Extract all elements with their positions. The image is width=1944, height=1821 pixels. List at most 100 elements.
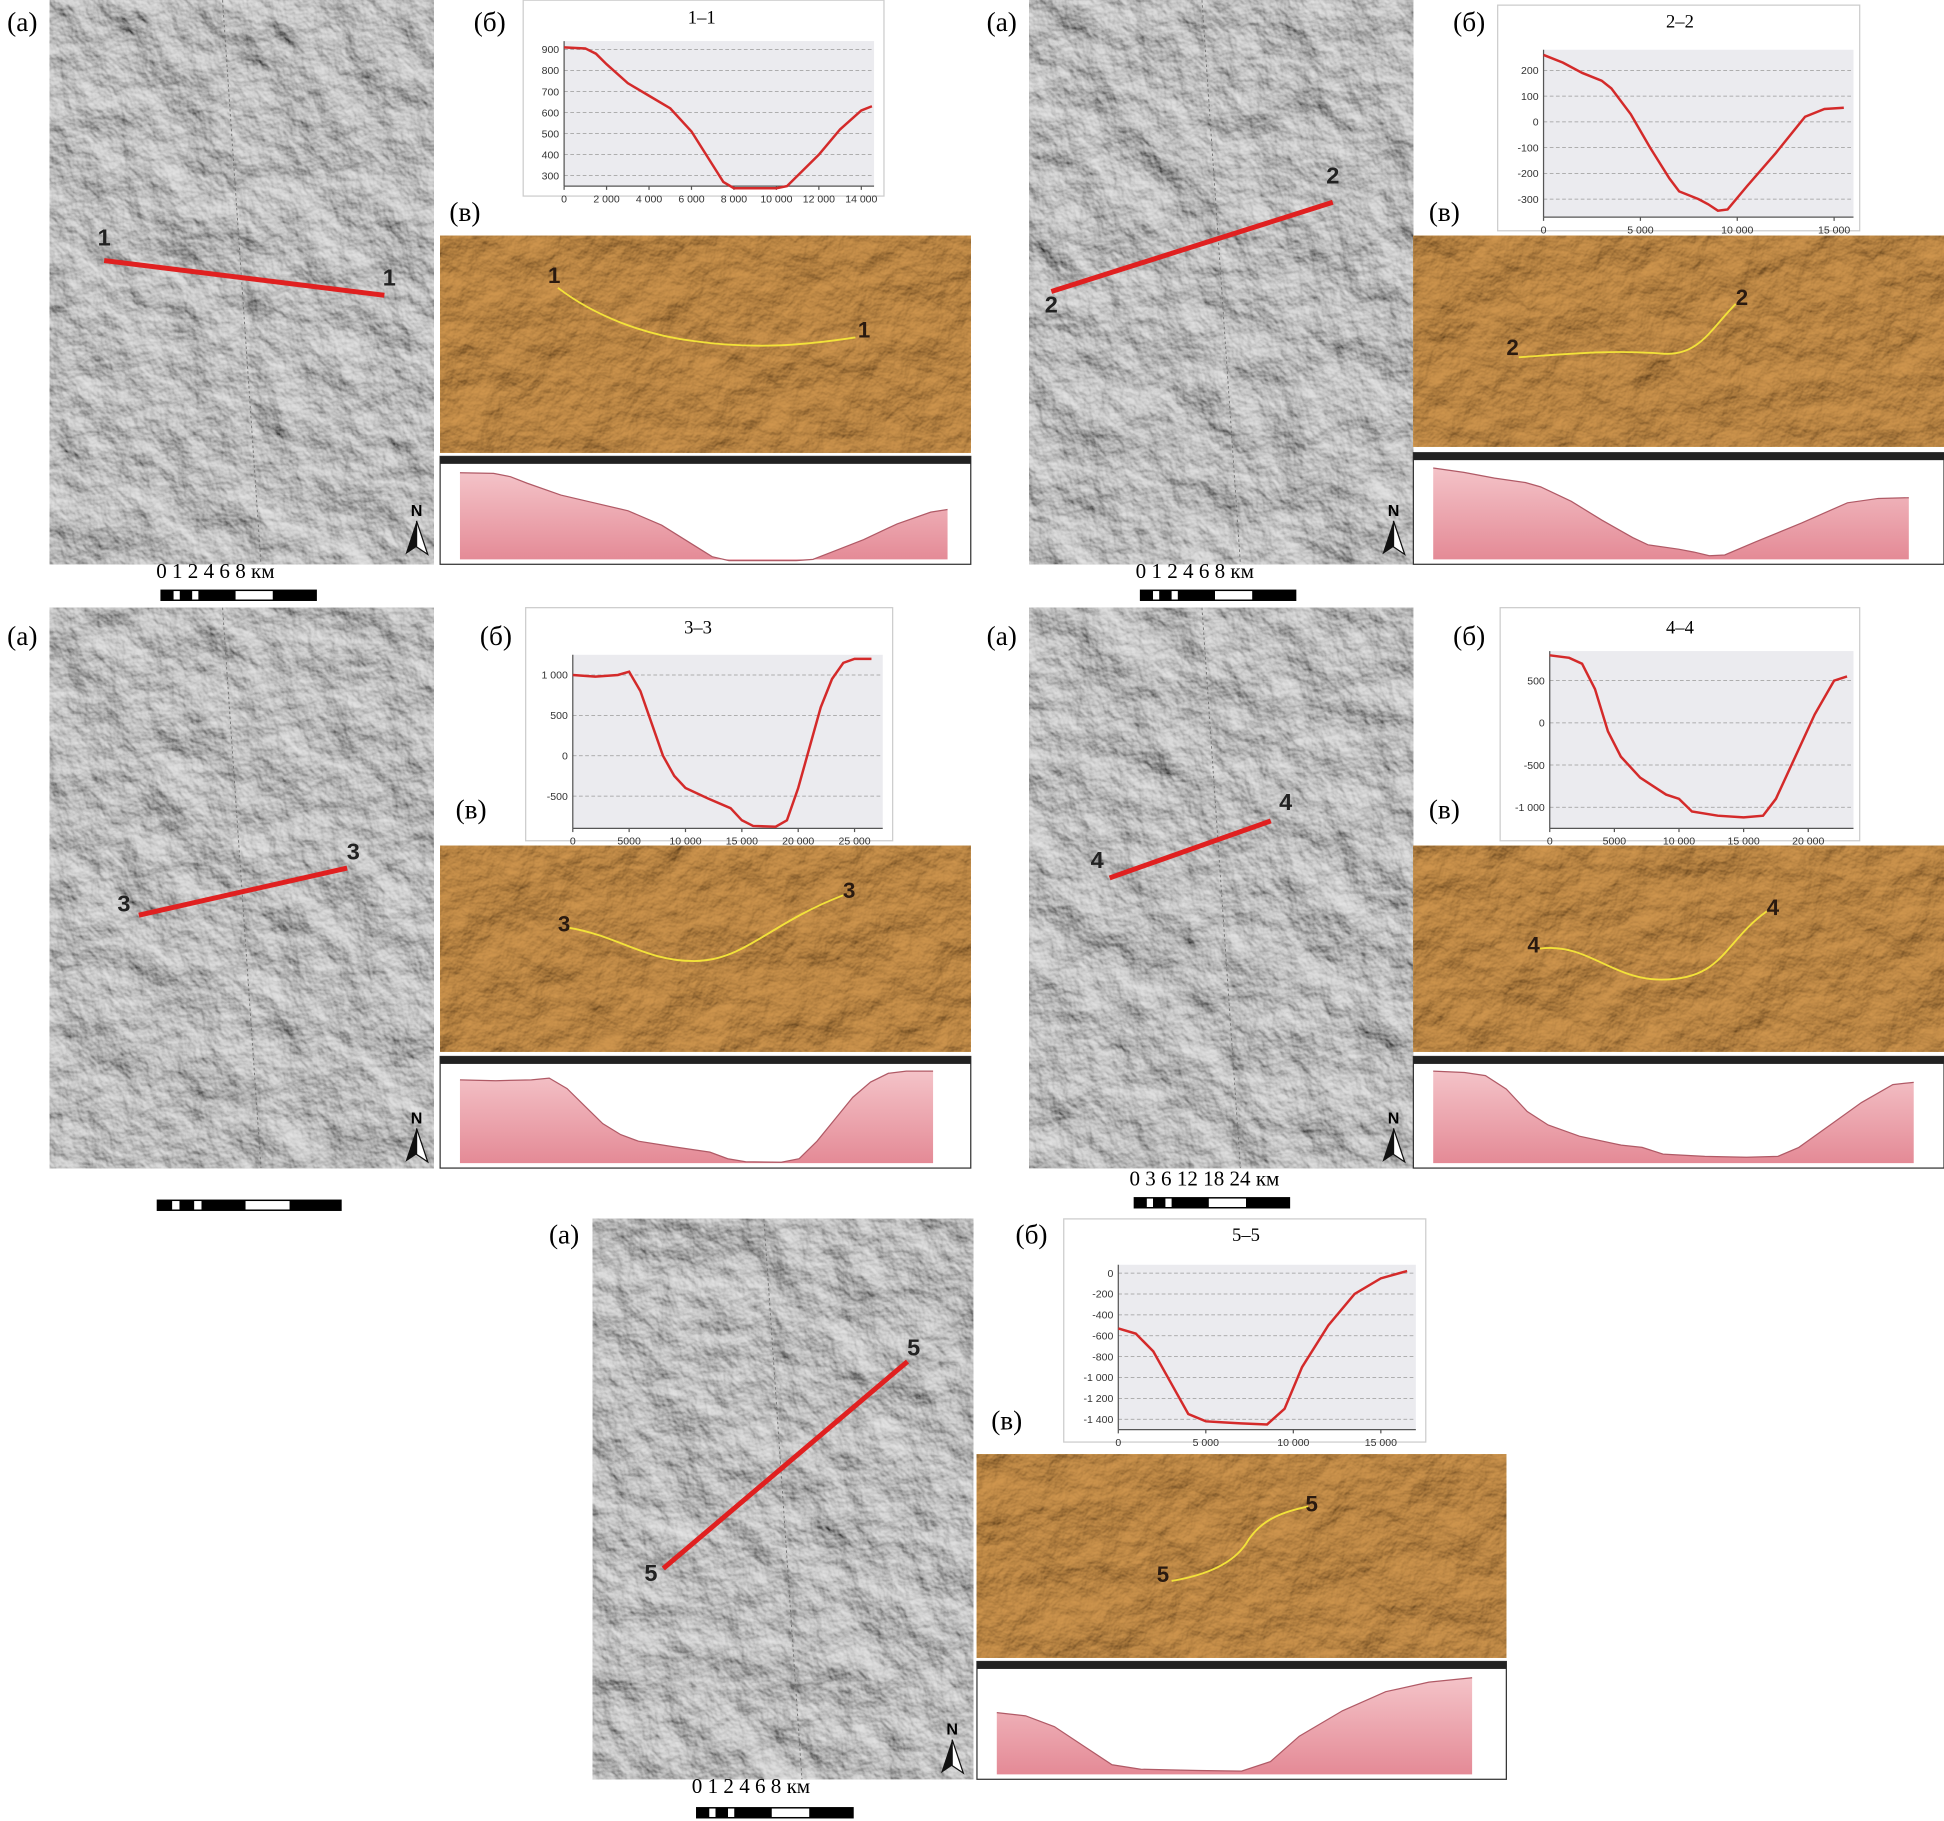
scale-segment	[1177, 590, 1215, 601]
y-tick-label: -100	[1518, 142, 1539, 154]
profile-label: 3	[347, 838, 360, 864]
north-arrow	[405, 520, 417, 555]
y-tick-label: -1 400	[1084, 1414, 1114, 1426]
profile-label: 2	[1045, 292, 1058, 318]
profile-outline	[1433, 467, 1909, 557]
north-arrow	[415, 1128, 429, 1164]
north-arrow	[941, 1739, 953, 1774]
view-label: 3	[843, 878, 855, 903]
chart-title: 1–1	[688, 8, 716, 29]
scale-segment	[809, 1807, 853, 1818]
x-tick-label: 12 000	[803, 193, 835, 205]
y-tick-label: 500	[550, 710, 568, 722]
scale-segment	[1245, 1197, 1290, 1208]
north-arrow	[415, 520, 429, 556]
y-tick-label: 300	[542, 170, 560, 182]
terrain-view	[976, 1454, 1507, 1658]
scale-label: 0 1 2 4 6 8 км	[1136, 559, 1254, 583]
north-label: N	[411, 1109, 423, 1127]
profile-line	[1050, 199, 1334, 294]
map-image	[49, 607, 434, 1169]
y-tick-label: -300	[1518, 194, 1539, 206]
y-tick-label: 500	[542, 128, 560, 140]
x-tick-label: 14 000	[845, 193, 877, 205]
view-path	[1518, 303, 1737, 359]
terrain-view	[1413, 845, 1944, 1052]
chart-title: 3–3	[684, 618, 712, 639]
view-path	[1539, 910, 1768, 981]
x-tick-label: 0	[1115, 1437, 1121, 1449]
terrain-view	[440, 235, 971, 453]
x-tick-label: 15 000	[726, 835, 758, 847]
scale-segment	[1134, 1197, 1147, 1208]
panel-label: (б)	[1015, 1220, 1047, 1250]
y-tick-label: -1 000	[1515, 802, 1545, 814]
map-seam	[222, 0, 262, 565]
scale-label: 0 1 2 4 6 8 км	[156, 559, 274, 583]
y-tick-label: -600	[1092, 1330, 1113, 1342]
terrain-shade	[976, 1454, 1507, 1658]
north-label: N	[946, 1721, 958, 1739]
x-tick-label: 25 000	[838, 835, 870, 847]
view-label: 1	[858, 317, 870, 342]
scale-segment	[179, 1200, 195, 1211]
x-tick-label: 5 000	[1627, 224, 1653, 236]
panel-label: (б)	[474, 7, 506, 37]
chart-title: 5–5	[1232, 1225, 1260, 1246]
panel-label: (а)	[987, 7, 1017, 37]
y-tick-label: 0	[1539, 718, 1545, 730]
scale-segment	[1171, 1197, 1209, 1208]
profile-curve	[1543, 53, 1844, 212]
plot-area	[1118, 1264, 1416, 1430]
panel-label: (а)	[7, 621, 37, 651]
north-arrow	[405, 1128, 417, 1162]
x-tick-label: 15 000	[1818, 224, 1850, 236]
view-label: 5	[1306, 1491, 1318, 1516]
scale-segment	[179, 590, 193, 601]
profile-header	[976, 1661, 1507, 1669]
profile-label: 4	[1091, 847, 1104, 873]
chart-title: 4–4	[1666, 618, 1694, 639]
y-tick-label: -1 200	[1084, 1393, 1114, 1405]
y-tick-label: 100	[1521, 91, 1539, 103]
map-image	[592, 1218, 974, 1780]
profile-label: 5	[644, 1560, 657, 1586]
scale-segment	[696, 1807, 710, 1818]
plot-area	[564, 41, 875, 187]
view-path	[567, 894, 844, 962]
y-tick-label: -400	[1092, 1310, 1113, 1322]
scale-segment	[272, 590, 317, 601]
x-tick-label: 10 000	[1277, 1437, 1309, 1449]
y-tick-label: -800	[1092, 1351, 1113, 1363]
profile-header	[1413, 452, 1944, 461]
profile-label: 5	[907, 1334, 920, 1360]
panel-label: (б)	[1453, 621, 1485, 651]
profile-outline	[1433, 1070, 1914, 1158]
profile-header	[1413, 1056, 1944, 1064]
y-tick-label: 200	[1521, 65, 1539, 77]
profile-header	[440, 1056, 971, 1064]
x-tick-label: 15 000	[1728, 835, 1760, 847]
panel-label: (б)	[480, 621, 512, 651]
profile-line	[661, 1359, 910, 1571]
profile-label: 2	[1326, 163, 1339, 189]
y-tick-label: 0	[562, 750, 568, 762]
x-tick-label: 15 000	[1365, 1437, 1397, 1449]
north-label: N	[411, 502, 423, 520]
x-tick-label: 2 000	[593, 193, 619, 205]
view-path	[1171, 1505, 1309, 1582]
profile-curve	[572, 657, 872, 829]
scale-segment	[1153, 1197, 1166, 1208]
map-seam	[1201, 607, 1241, 1169]
terrain-shade	[1413, 845, 1944, 1052]
y-tick-label: -200	[1092, 1289, 1113, 1301]
profile-outline	[996, 1677, 1473, 1772]
x-tick-label: 5 000	[1193, 1437, 1219, 1449]
panel-label: (в)	[991, 1406, 1022, 1436]
x-tick-label: 8 000	[721, 193, 747, 205]
terrain-view	[1413, 235, 1944, 447]
profile-line	[138, 865, 348, 918]
x-tick-label: 0	[561, 193, 567, 205]
north-label: N	[1388, 502, 1400, 520]
scale-segment	[289, 1200, 341, 1211]
